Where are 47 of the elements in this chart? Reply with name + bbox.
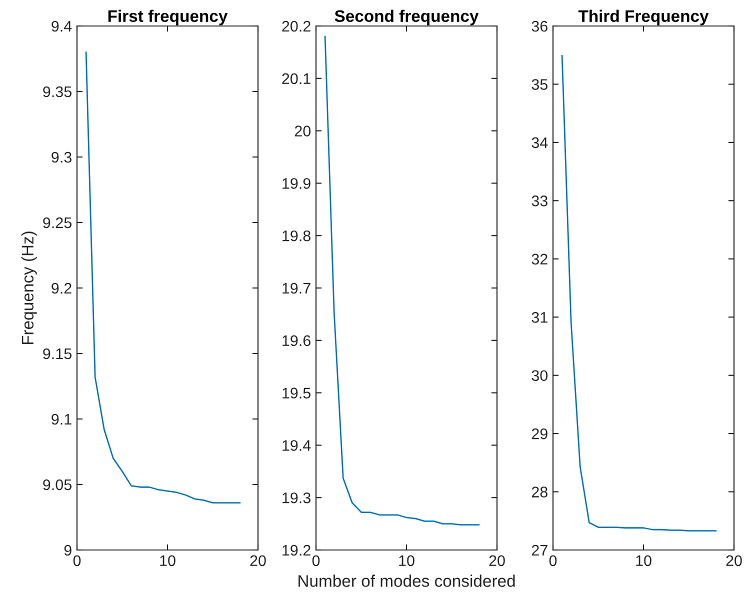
y-tick-label: 9	[64, 544, 72, 556]
y-tick-label: 33	[532, 196, 548, 206]
y-tick-label: 19.8	[282, 230, 310, 242]
y-tick-label: 32	[532, 254, 548, 265]
x-tick-label: 0	[73, 555, 81, 566]
line-series	[561, 55, 717, 532]
line-series	[324, 36, 480, 526]
x-axis-title: Number of modes considered	[298, 574, 515, 587]
y-axis-title: Frequency (Hz)	[21, 232, 37, 344]
y-tick-label: 36	[532, 20, 548, 32]
chart-title: Second frequency	[334, 10, 479, 26]
y-tick-label: 28	[532, 486, 548, 498]
chart-title: Third Frequency	[578, 10, 709, 26]
x-tick-label: 10	[399, 555, 414, 566]
y-tick-label: 27	[532, 544, 548, 556]
y-tick-label: 29	[532, 428, 548, 440]
y-tick-label: 9.15	[43, 348, 72, 360]
x-tick-label: 10	[160, 555, 176, 566]
y-tick-label: 20	[294, 126, 311, 136]
y-tick-label: 19.9	[282, 178, 310, 189]
y-tick-label: 9.2	[52, 282, 72, 294]
y-tick-label: 19.2	[282, 544, 310, 556]
line-series	[85, 52, 241, 504]
y-tick-label: 9.35	[43, 86, 72, 98]
y-tick-label: 35	[532, 79, 548, 90]
y-tick-label: 19.5	[282, 388, 310, 398]
y-tick-label: 19.3	[282, 492, 310, 504]
x-tick-label: 0	[312, 555, 320, 566]
chart-title: First frequency	[108, 10, 228, 26]
y-tick-label: 19.6	[282, 335, 310, 346]
x-tick-label: 10	[636, 555, 652, 566]
y-tick-label: 31	[532, 312, 548, 323]
y-tick-label: 20.2	[282, 20, 310, 32]
y-tick-label: 9.3	[52, 152, 72, 163]
y-tick-label: 19.4	[282, 440, 311, 451]
x-tick-label: 0	[549, 555, 557, 566]
x-tick-label: 20	[726, 555, 742, 566]
y-tick-label: 19.7	[282, 282, 310, 294]
y-tick-label: 9.1	[52, 414, 72, 425]
y-tick-label: 20.1	[282, 73, 310, 84]
y-tick-label: 9.25	[43, 217, 72, 228]
y-tick-label: 9.4	[52, 20, 72, 32]
y-tick-label: 34	[532, 137, 548, 148]
y-tick-label: 9.05	[43, 479, 72, 490]
x-tick-label: 20	[250, 555, 266, 566]
y-tick-label: 30	[532, 370, 548, 382]
x-tick-label: 20	[489, 555, 505, 566]
